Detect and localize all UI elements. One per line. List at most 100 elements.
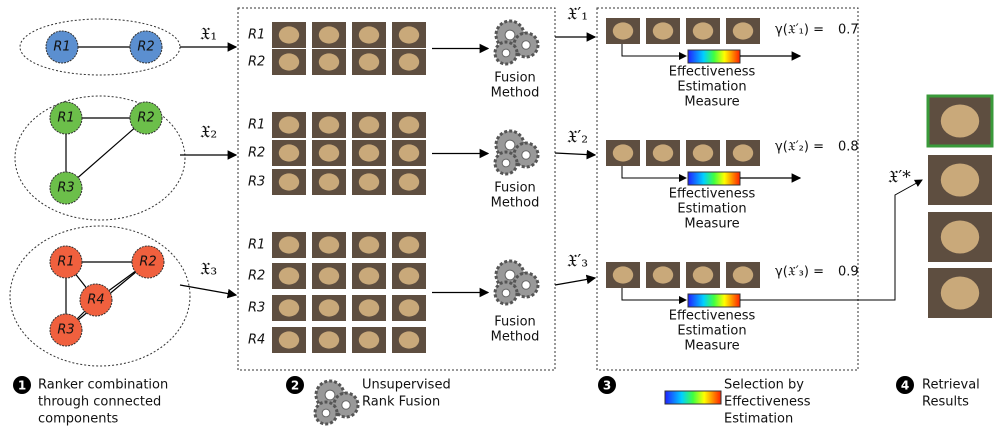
thumb-object [279, 53, 299, 70]
thumb-object [941, 105, 979, 138]
thumb-object [399, 26, 419, 43]
thumb-object [359, 26, 379, 43]
legend-bar [665, 391, 721, 404]
thumb-object [733, 266, 753, 283]
row-label: R2 [248, 269, 265, 284]
gear-hub [502, 49, 510, 57]
gear-hub [502, 159, 510, 167]
image-thumb [352, 49, 386, 75]
gear-hub [505, 140, 515, 150]
image-thumb [272, 169, 306, 195]
thumb-object [399, 173, 419, 190]
image-thumb [726, 262, 760, 288]
measure-label: Estimation [677, 202, 746, 217]
thumb-object [359, 236, 379, 253]
thumb-object [399, 236, 419, 253]
gears [495, 21, 538, 64]
row-label: R1 [248, 28, 265, 43]
step-text: Retrieval [922, 378, 980, 393]
fusion-label: Fusion [494, 71, 536, 86]
thumb-object [279, 236, 299, 253]
gamma-value: 0.7 [838, 23, 859, 38]
gear-hub [322, 409, 330, 417]
page: {"groups":[ {"symbol":"𝔛₁","nodes":["R1"… [0, 0, 997, 434]
thumb-object [319, 26, 339, 43]
image-thumb [928, 96, 992, 146]
node: R2 [130, 31, 162, 63]
image-thumb [392, 112, 426, 138]
node: R4 [80, 284, 112, 316]
thumb-object [399, 53, 419, 70]
image-thumb [686, 262, 720, 288]
thumb-object [693, 144, 713, 161]
image-thumb [392, 49, 426, 75]
thumb-object [941, 277, 979, 310]
connector [555, 278, 595, 285]
thumb-object [399, 299, 419, 316]
fused-symbol: 𝔛′₁ [567, 5, 588, 25]
node: R2 [130, 102, 162, 134]
row-label: R4 [248, 333, 265, 348]
diagram: R1R2𝔛₁R1R2FusionMethod𝔛′₁EffectivenessEs… [0, 0, 997, 434]
step-text: Estimation [724, 412, 793, 427]
thumb-object [319, 236, 339, 253]
image-thumb [726, 140, 760, 166]
thumb-object [359, 331, 379, 348]
fusion-label: Method [491, 330, 540, 345]
image-thumb [928, 212, 992, 262]
thumb-object [653, 22, 673, 39]
image-thumb [272, 232, 306, 258]
image-thumb [646, 140, 680, 166]
fusion-label: Method [491, 196, 540, 211]
thumb-object [279, 144, 299, 161]
measure-bar [688, 294, 740, 307]
gamma-value: 0.9 [838, 265, 859, 280]
gamma-value: 0.8 [838, 140, 859, 155]
row-label: R3 [248, 301, 265, 316]
thumb-object [279, 26, 299, 43]
thumb-object [319, 299, 339, 316]
measure-connector [622, 166, 686, 178]
image-thumb [392, 169, 426, 195]
gear-hub [505, 30, 515, 40]
image-thumb [352, 140, 386, 166]
node-label: R2 [137, 40, 154, 55]
measure-label: Measure [684, 217, 739, 232]
thumb-object [279, 267, 299, 284]
gamma-label: γ(𝔛′₃) = [775, 265, 824, 280]
step-text: Effectiveness [724, 395, 811, 410]
image-thumb [606, 18, 640, 44]
image-thumb [312, 22, 346, 48]
measure-label: Effectiveness [669, 187, 756, 202]
thumb-object [399, 116, 419, 133]
thumb-object [279, 173, 299, 190]
thumb-object [319, 53, 339, 70]
step-text: Unsupervised [362, 378, 451, 393]
image-thumb [392, 327, 426, 353]
image-thumb [726, 18, 760, 44]
combination-symbol: 𝔛₁ [200, 25, 217, 45]
node: R1 [50, 102, 82, 134]
gear-hub [342, 401, 350, 409]
image-thumb [272, 49, 306, 75]
thumb-object [399, 331, 419, 348]
thumb-object [319, 267, 339, 284]
fused-symbol: 𝔛′₂ [567, 128, 588, 148]
image-thumb [352, 112, 386, 138]
node: R2 [132, 246, 164, 278]
row-label: R3 [248, 175, 265, 190]
thumb-object [941, 164, 979, 197]
image-thumb [272, 112, 306, 138]
thumb-object [399, 144, 419, 161]
thumb-object [279, 299, 299, 316]
thumb-object [319, 116, 339, 133]
gear-hub [325, 390, 335, 400]
thumb-object [359, 173, 379, 190]
step-text: components [38, 412, 119, 427]
gear-hub [502, 289, 510, 297]
thumb-object [733, 22, 753, 39]
image-thumb [272, 295, 306, 321]
step-text: through connected [38, 395, 161, 410]
step-number: 2 [291, 379, 299, 393]
step-number: 3 [603, 379, 611, 393]
